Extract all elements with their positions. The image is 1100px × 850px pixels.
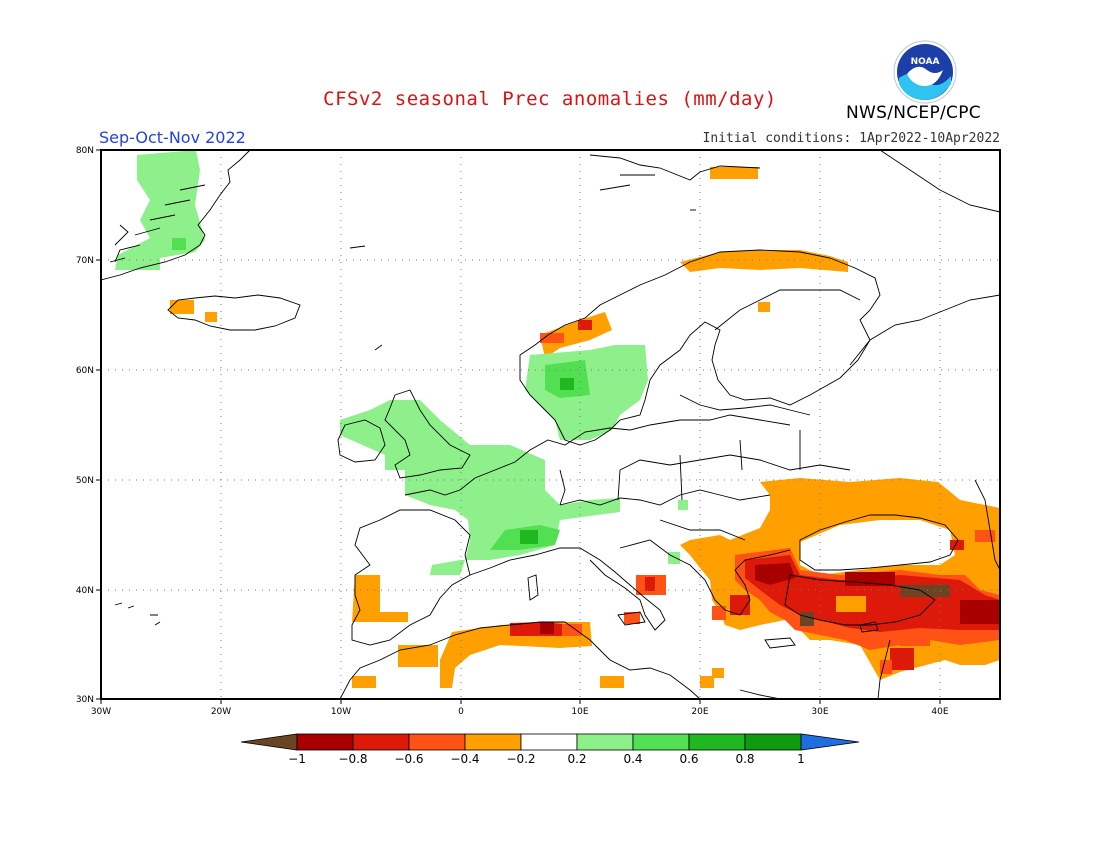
colorbar-tick-label: −0.6 [394,752,423,766]
colorbar-tick-label: 0.2 [567,752,586,766]
lat-label-80n: 80N [76,146,94,156]
iceland-dry-anomaly [170,300,194,314]
svalbard-dry-anomaly [710,167,758,179]
colorbar-tick-label: 0.4 [623,752,642,766]
colorbar-tick-label: 1 [797,752,805,766]
lat-label-70n: 70N [76,256,94,266]
north-africa-dry-anomaly [440,622,592,688]
anomaly-fields [115,150,1000,688]
graticule [101,150,1000,699]
colorbar-segment [296,733,354,751]
colorbar-segment [744,733,802,751]
colorbar-segment [408,733,466,751]
lat-label-40n: 40N [76,586,94,596]
colorbar-arrow-high [800,733,860,751]
turkey-dry-anomaly-max [755,563,795,585]
lat-label-60n: 60N [76,366,94,376]
norway-coast-dry-anomaly [540,312,612,358]
agency-label: NWS/NCEP/CPC [846,103,981,123]
lon-label-20e: 20E [691,707,708,717]
colorbar-tick-label: 0.6 [679,752,698,766]
barents-dry-anomaly [680,250,848,272]
lon-label-0: 0 [458,707,464,717]
lon-label-10w: 10W [331,707,351,717]
colorbar-segment [520,733,578,751]
coastlines [101,150,1000,699]
colorbar-segment [352,733,410,751]
lon-label-30e: 30E [811,707,828,717]
colorbar-tick-label: 0.8 [735,752,754,766]
colorbar-arrow-low [240,733,298,751]
colorbar-segment [688,733,746,751]
colorbar-segment [576,733,634,751]
colorbar-tick-label: −0.2 [506,752,535,766]
colorbar-tick-label: −0.4 [450,752,479,766]
map-title: CFSv2 seasonal Prec anomalies (mm/day) [323,88,777,110]
black-sea-neutral [800,520,955,575]
lon-label-30w: 30W [91,707,111,717]
lat-label-50n: 50N [76,476,94,486]
map-frame [100,149,1001,700]
lon-label-20w: 20W [211,707,231,717]
initial-conditions-label: Initial conditions: 1Apr2022-10Apr2022 [702,131,1000,146]
noaa-logo-text: NOAA [911,57,940,67]
lon-label-10e: 10E [571,707,588,717]
colorbar-tick-label: −1 [288,752,306,766]
colorbar-segment [632,733,690,751]
greenland-wet-anomaly-patch [172,238,186,250]
colorbar-tick-label: −0.8 [338,752,367,766]
lat-label-30n: 30N [76,695,94,705]
season-label: Sep-Oct-Nov 2022 [99,128,246,147]
lon-label-40e: 40E [931,707,948,717]
colorbar-segment [464,733,522,751]
noaa-logo-icon: NOAA [893,40,957,104]
iberia-dry-anomaly [352,575,408,622]
